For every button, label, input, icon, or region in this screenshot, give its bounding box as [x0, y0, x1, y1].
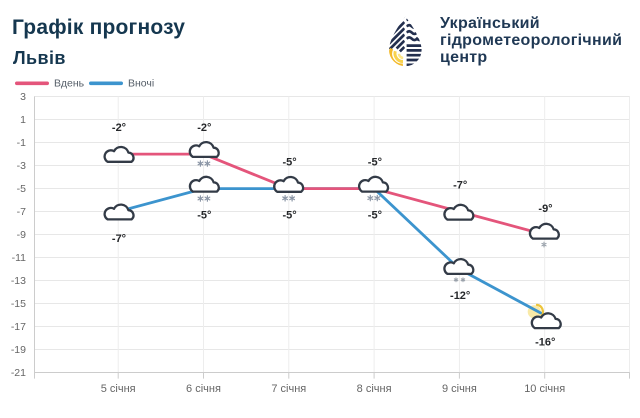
svg-text:-3: -3	[17, 160, 26, 172]
svg-text:-5°: -5°	[368, 156, 382, 168]
svg-text:-2°: -2°	[112, 122, 126, 134]
svg-text:1: 1	[20, 114, 26, 126]
svg-text:-11: -11	[12, 252, 27, 264]
svg-text:-2°: -2°	[197, 122, 211, 134]
svg-text:8 січня: 8 січня	[357, 383, 392, 395]
svg-text:-9°: -9°	[538, 203, 552, 215]
svg-text:-16°: -16°	[535, 337, 555, 349]
svg-text:-5°: -5°	[368, 210, 382, 222]
svg-text:-9: -9	[17, 229, 26, 241]
svg-text:-21: -21	[11, 367, 26, 379]
svg-text:5 січня: 5 січня	[101, 383, 136, 395]
svg-text:-5°: -5°	[283, 156, 297, 168]
svg-text:-7: -7	[17, 206, 26, 218]
svg-text:-17: -17	[11, 321, 26, 333]
svg-text:-1: -1	[17, 137, 26, 149]
svg-text:-5°: -5°	[197, 210, 211, 222]
svg-text:-7°: -7°	[112, 233, 126, 245]
svg-text:-15: -15	[11, 298, 26, 310]
svg-text:-12°: -12°	[450, 290, 470, 302]
svg-text:Вдень: Вдень	[54, 78, 85, 90]
svg-text:Вночі: Вночі	[128, 78, 154, 90]
svg-text:3: 3	[20, 91, 26, 103]
svg-text:-7°: -7°	[453, 179, 467, 191]
svg-text:9 січня: 9 січня	[442, 383, 477, 395]
svg-text:-13: -13	[11, 275, 26, 287]
svg-text:10 січня: 10 січня	[524, 383, 565, 395]
svg-text:-5°: -5°	[283, 210, 297, 222]
svg-text:-19: -19	[11, 344, 26, 356]
svg-text:-5: -5	[17, 183, 26, 195]
svg-text:6 січня: 6 січня	[186, 383, 221, 395]
svg-text:7 січня: 7 січня	[271, 383, 306, 395]
